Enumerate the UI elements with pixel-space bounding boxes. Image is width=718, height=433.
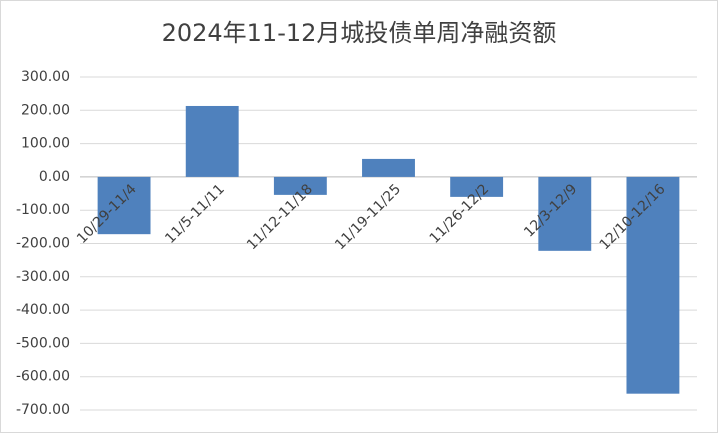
y-tick-label: -300.00 (16, 269, 70, 285)
bar (450, 176, 504, 197)
y-tick-label: -700.00 (16, 402, 70, 418)
chart-title: 2024年11-12月城投债单周净融资额 (162, 19, 557, 47)
y-tick-label: -400.00 (16, 302, 70, 318)
y-tick-label: 200.00 (21, 102, 70, 118)
bar (273, 176, 327, 195)
y-tick-label: 0.00 (39, 169, 70, 185)
bar (538, 176, 592, 251)
bar (626, 176, 680, 394)
bar (362, 158, 415, 177)
y-tick-label: -500.00 (16, 335, 70, 351)
y-tick-label: 100.00 (21, 136, 70, 152)
y-tick-label: -600.00 (16, 369, 70, 385)
bar (97, 176, 151, 235)
y-tick-label: 300.00 (21, 69, 70, 85)
y-tick-label: -200.00 (16, 236, 70, 252)
y-tick-label: -100.00 (16, 202, 70, 218)
bar (185, 105, 239, 177)
